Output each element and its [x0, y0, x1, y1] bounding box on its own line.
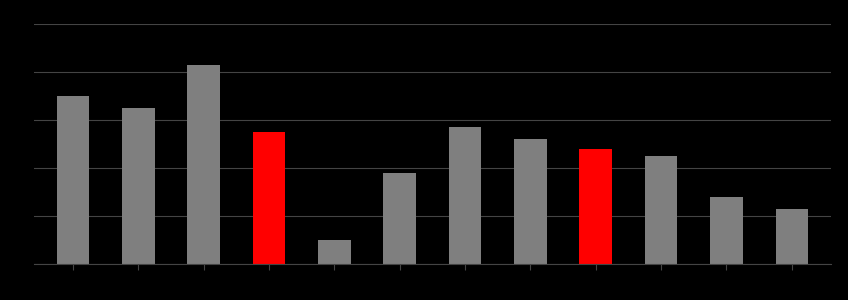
- Bar: [579, 149, 612, 264]
- Bar: [383, 173, 416, 264]
- Bar: [776, 209, 808, 264]
- Bar: [318, 240, 351, 264]
- Bar: [514, 139, 547, 264]
- Bar: [122, 108, 155, 264]
- Bar: [710, 197, 743, 264]
- Bar: [644, 156, 678, 264]
- Bar: [57, 96, 89, 264]
- Bar: [253, 132, 286, 264]
- Bar: [449, 127, 482, 264]
- Bar: [187, 65, 220, 264]
